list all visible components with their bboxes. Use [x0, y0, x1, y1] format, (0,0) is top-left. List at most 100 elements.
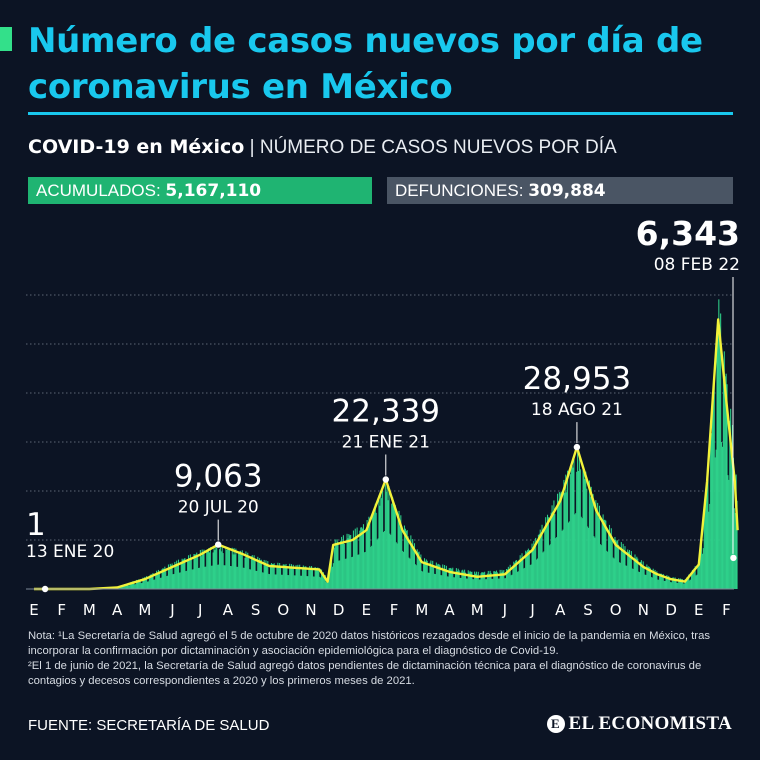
daily-cases-bar — [522, 558, 524, 589]
daily-cases-bar — [641, 564, 643, 589]
daily-cases-bar — [698, 560, 700, 589]
daily-cases-bar — [645, 574, 647, 589]
daily-cases-bar — [477, 571, 479, 589]
daily-cases-bar — [543, 551, 545, 589]
daily-cases-bar — [608, 531, 610, 589]
daily-cases-bar — [252, 558, 254, 589]
daily-cases-bar — [439, 565, 441, 589]
daily-cases-bar — [488, 573, 490, 589]
daily-cases-bar — [590, 486, 592, 589]
acumulados-value: 5,167,110 — [165, 181, 262, 201]
daily-cases-bar — [663, 580, 665, 589]
daily-cases-bar — [235, 548, 237, 589]
daily-cases-bar — [454, 577, 456, 589]
daily-cases-bar — [609, 537, 611, 589]
month-tick-label: F — [57, 601, 66, 619]
daily-cases-bar — [313, 576, 315, 589]
daily-cases-bar — [200, 556, 202, 589]
daily-cases-bar — [574, 514, 576, 589]
daily-cases-bar — [530, 564, 532, 589]
daily-cases-bar — [508, 568, 510, 589]
daily-cases-bar — [699, 561, 701, 589]
daily-cases-bar — [320, 577, 322, 589]
daily-cases-bar — [333, 547, 335, 589]
daily-cases-bar — [632, 568, 634, 589]
daily-cases-bar — [418, 551, 420, 589]
daily-cases-bar — [514, 562, 516, 589]
daily-cases-bar — [255, 570, 257, 589]
daily-cases-bar — [167, 564, 169, 589]
subtitle-strong: COVID-19 en México — [28, 136, 245, 158]
daily-cases-bar — [198, 567, 200, 589]
daily-cases-bar — [375, 512, 377, 589]
daily-cases-bar — [496, 572, 498, 589]
daily-cases-bar — [147, 581, 149, 589]
daily-cases-bar — [422, 571, 424, 589]
daily-cases-bar — [546, 523, 548, 589]
daily-cases-bar — [653, 572, 655, 589]
daily-cases-bar — [369, 522, 371, 589]
daily-cases-bar — [152, 573, 154, 589]
daily-cases-bar — [432, 560, 434, 589]
daily-cases-bar — [325, 581, 327, 589]
daily-cases-bar — [475, 571, 477, 589]
daily-cases-bar — [736, 500, 738, 589]
daily-cases-bar — [492, 578, 494, 589]
daily-cases-bar — [493, 571, 495, 589]
daily-cases-bar — [276, 566, 278, 589]
daily-cases-bar — [588, 527, 590, 589]
daily-cases-bar — [300, 575, 302, 589]
daily-cases-bar — [365, 532, 367, 589]
daily-cases-bar — [327, 579, 329, 589]
daily-cases-bar — [458, 570, 460, 589]
daily-cases-bar — [467, 570, 469, 589]
annotation-date: 20 JUL 20 — [178, 498, 259, 518]
daily-cases-bar — [382, 491, 384, 589]
daily-cases-bar — [175, 563, 177, 589]
daily-cases-bar — [506, 569, 508, 589]
daily-cases-bar — [482, 572, 484, 589]
daily-cases-bar — [349, 535, 351, 589]
daily-cases-bar — [674, 577, 676, 589]
daily-cases-bar — [126, 583, 128, 589]
daily-cases-bar — [463, 571, 465, 589]
daily-cases-bar — [690, 579, 692, 589]
daily-cases-bar — [731, 443, 733, 589]
daily-cases-bar — [601, 519, 603, 589]
daily-cases-bar — [630, 551, 632, 589]
daily-cases-bar — [177, 564, 179, 589]
daily-cases-bar — [556, 537, 558, 589]
daily-cases-bar — [367, 528, 369, 589]
daily-cases-bar — [594, 537, 596, 589]
daily-cases-bar — [254, 560, 256, 589]
daily-cases-bar — [667, 577, 669, 589]
daily-cases-bar — [550, 512, 552, 589]
daily-cases-bar — [536, 558, 539, 589]
daily-cases-bar — [700, 541, 703, 589]
daily-cases-bar — [612, 557, 614, 589]
daily-cases-bar — [474, 571, 476, 589]
daily-cases-bar — [466, 578, 468, 589]
daily-cases-bar — [659, 573, 662, 589]
daily-cases-bar — [521, 553, 523, 589]
daily-cases-bar — [153, 579, 155, 589]
daily-cases-bar — [515, 560, 517, 589]
daily-cases-bar — [721, 446, 723, 589]
daily-cases-bar — [480, 573, 482, 589]
daily-cases-bar — [635, 558, 637, 589]
daily-cases-bar — [253, 555, 255, 589]
daily-cases-bar — [671, 577, 673, 589]
daily-cases-bar — [503, 570, 505, 589]
daily-cases-bar — [141, 582, 143, 589]
daily-cases-bar — [407, 536, 409, 589]
daily-cases-bar — [306, 576, 308, 589]
daily-cases-bar — [259, 558, 261, 589]
month-tick-label: O — [277, 601, 289, 619]
daily-cases-bar — [179, 572, 181, 589]
daily-cases-bar — [680, 578, 682, 589]
daily-cases-bar — [685, 579, 687, 589]
daily-cases-bar — [324, 575, 326, 589]
daily-cases-bar — [351, 557, 353, 589]
daily-cases-bar — [656, 571, 658, 589]
daily-cases-bar — [247, 552, 249, 589]
